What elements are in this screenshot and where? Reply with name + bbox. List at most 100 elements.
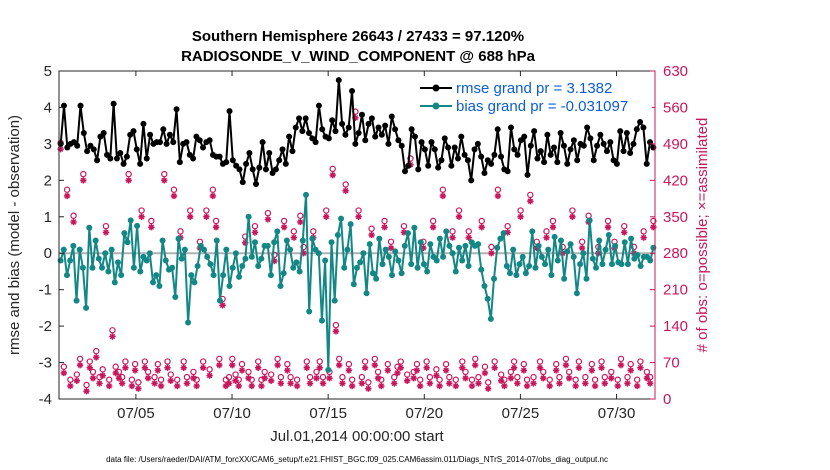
rmse-point (113, 155, 120, 162)
rmse-point (173, 106, 180, 113)
count-assimilated-marker (436, 382, 443, 390)
count-possible-marker (575, 358, 583, 365)
count-assimilated-stroke (158, 383, 164, 389)
count-possible-marker (271, 251, 278, 258)
bias-point (427, 241, 434, 248)
rmse-point (491, 151, 498, 158)
rmse-point (408, 126, 415, 133)
count-possible-marker (371, 355, 379, 363)
count-assimilated-marker (497, 377, 505, 384)
rmse-point (352, 140, 359, 147)
count-assimilated-stroke (375, 375, 381, 381)
rmse-point (418, 139, 425, 146)
x-axis-label: Jul.01,2014 00:00:00 start (270, 428, 444, 445)
rmse-point (166, 131, 173, 138)
rmse-point (613, 160, 620, 167)
rmse-point (438, 157, 445, 164)
bias-point (315, 250, 322, 257)
count-possible-marker (170, 186, 178, 193)
rmse-point (600, 140, 607, 147)
count-possible-marker (225, 373, 233, 381)
bias-point (213, 237, 220, 244)
count-assimilated-stroke (171, 193, 177, 199)
y-right-tick-label: 70 (663, 355, 680, 372)
rmse-point (110, 100, 117, 107)
count-possible-marker (290, 228, 298, 235)
bias-point (156, 283, 163, 290)
rmse-point (156, 139, 163, 146)
rmse-point (286, 133, 293, 140)
count-assimilated-marker (378, 382, 385, 390)
rmse-point (385, 140, 392, 147)
count-assimilated-marker (255, 364, 262, 371)
bias-point (484, 295, 491, 302)
count-possible-marker (277, 373, 285, 381)
data-file-footnote: data file: /Users/raeder/DAI/ATM_forcXX/… (106, 455, 608, 464)
count-assimilated-marker (588, 367, 596, 374)
count-assimilated-stroke (582, 380, 589, 387)
rmse-point (511, 146, 518, 153)
count-assimilated-stroke (67, 383, 74, 389)
count-possible-marker (251, 222, 259, 230)
rmse-point (504, 168, 511, 175)
count-assimilated-marker (404, 377, 411, 384)
bias-point (542, 261, 549, 268)
rmse-point (147, 131, 154, 138)
rmse-point (527, 142, 534, 149)
count-assimilated-marker (601, 380, 608, 387)
count-possible-marker (556, 373, 563, 381)
count-possible-marker (553, 360, 560, 368)
count-possible-marker (462, 368, 469, 376)
count-assimilated-stroke (436, 383, 443, 389)
count-assimilated-stroke (297, 219, 304, 225)
bias-point (382, 246, 389, 253)
count-possible-marker (332, 321, 340, 329)
count-assimilated-stroke (608, 375, 615, 381)
rmse-point (597, 131, 604, 138)
rmse-point (299, 128, 306, 135)
count-assimilated-marker (536, 364, 544, 371)
count-possible-marker (118, 373, 126, 381)
count-assimilated-marker (326, 374, 333, 382)
rmse-point (342, 131, 349, 138)
bias-point (114, 259, 121, 266)
count-possible-marker (339, 373, 346, 381)
count-possible-marker (633, 376, 641, 383)
count-possible-marker (206, 366, 213, 373)
rmse-point (498, 153, 505, 160)
bias-point (86, 224, 93, 231)
count-assimilated-marker (342, 187, 349, 194)
rmse-point (468, 177, 475, 184)
count-possible-marker (549, 217, 557, 225)
bias-point (535, 242, 542, 249)
bias-point (583, 275, 590, 282)
count-assimilated-marker (135, 385, 142, 392)
bias-point (191, 279, 198, 286)
count-assimilated-marker (225, 380, 233, 387)
count-assimilated-marker (335, 361, 343, 369)
rmse-point (378, 131, 385, 138)
count-assimilated-marker (80, 177, 87, 184)
legend-rmse-label: rmse grand pr = 3.1382 (456, 80, 612, 97)
count-assimilated-marker (578, 244, 586, 252)
count-possible-marker (404, 371, 411, 378)
count-assimilated-stroke (511, 364, 517, 371)
x-axis: 07/05 07/10 07/15 07/20 07/25 07/30 (117, 71, 635, 422)
count-possible-marker (115, 368, 123, 376)
count-possible-marker (630, 243, 638, 251)
bias-point (108, 246, 115, 253)
rmse-point (84, 148, 91, 155)
count-assimilated-marker (219, 302, 226, 309)
count-assimilated-stroke (278, 380, 284, 387)
count-assimilated-marker (608, 374, 615, 382)
count-assimilated-stroke (469, 383, 475, 389)
count-assimilated-stroke (236, 383, 242, 389)
y-tick-label: 2 (44, 172, 52, 189)
rmse-point (276, 157, 283, 164)
count-assimilated-stroke (70, 219, 77, 225)
count-assimilated-stroke (414, 367, 420, 374)
count-assimilated-stroke (592, 383, 598, 389)
count-assimilated-marker (621, 229, 628, 236)
bias-point (264, 242, 271, 249)
rmse-point (421, 146, 428, 153)
